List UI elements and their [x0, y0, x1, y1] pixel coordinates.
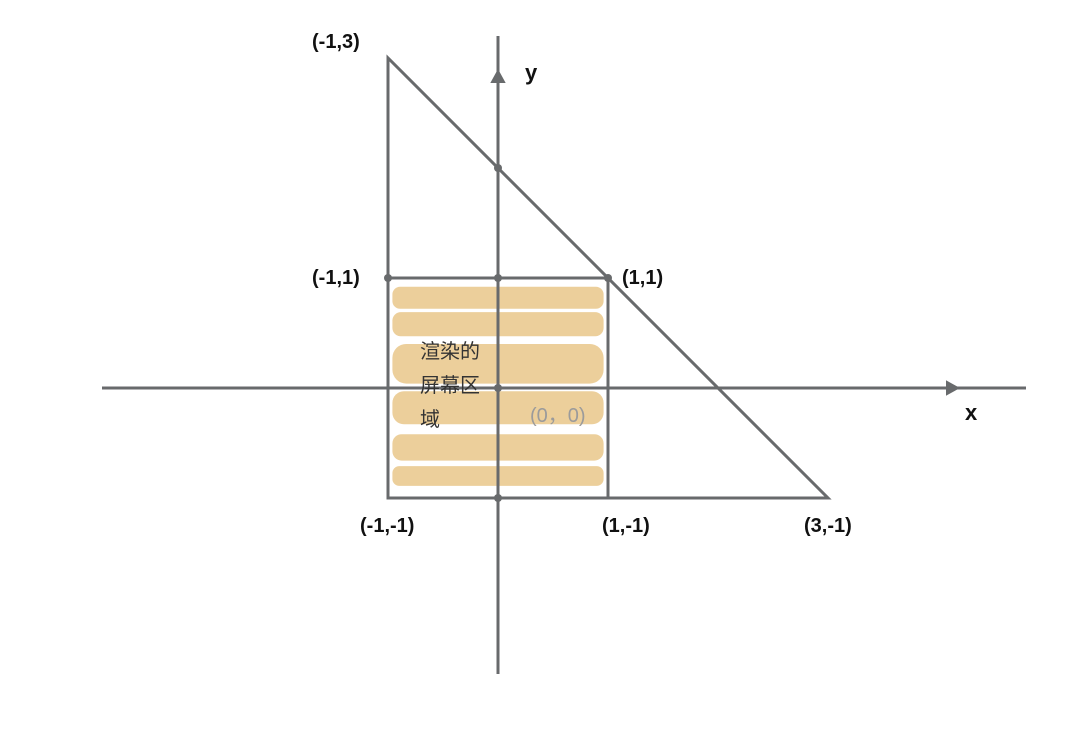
label-sq-1: (1,1): [622, 267, 663, 289]
x-axis-label: x: [965, 400, 978, 425]
region-label-line-2: 域: [420, 408, 440, 431]
arrowhead-right: [946, 380, 960, 395]
axis-dot-5: [604, 274, 612, 282]
arrowhead-up: [490, 69, 505, 83]
label-sq-2: (1,-1): [602, 515, 650, 537]
coordinate-diagram: (-1,3) (-1,-1) (3,-1) (-1,1) (1,1) (1,-1) x y (0…: [0, 0, 1080, 756]
axis-dot-0: [494, 384, 502, 392]
label-tri-1: (-1,-1): [360, 515, 414, 537]
region-label-line-1: 屏幕区: [420, 374, 480, 397]
axis-dot-3: [494, 164, 502, 172]
y-axis-label: y: [525, 60, 538, 85]
label-sq-0: (-1,1): [312, 267, 360, 289]
label-tri-2: (3,-1): [804, 515, 852, 537]
axis-dot-4: [384, 274, 392, 282]
origin-label: (0，0): [530, 405, 586, 427]
axis-dot-1: [494, 274, 502, 282]
axis-dot-2: [494, 494, 502, 502]
region-label-line-0: 渲染的: [420, 340, 480, 363]
label-tri-0: (-1,3): [312, 31, 360, 53]
